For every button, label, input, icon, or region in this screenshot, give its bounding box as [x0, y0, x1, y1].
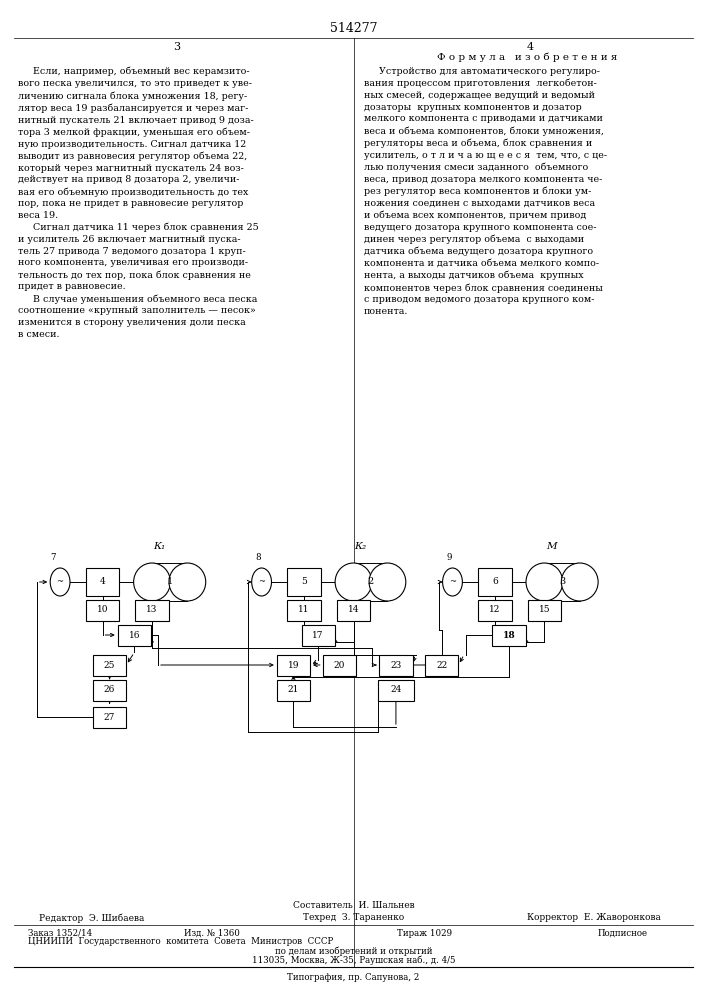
Text: 25: 25 [104, 660, 115, 670]
Bar [528, 599, 561, 620]
Text: 21: 21 [288, 686, 299, 694]
Bar [136, 599, 168, 620]
Text: по делам изобретений и открытий: по делам изобретений и открытий [275, 946, 432, 956]
Text: Редактор  Э. Шибаева: Редактор Э. Шибаева [39, 913, 145, 923]
Text: ЦНИИПИ  Государственного  комитета  Совета  Министров  СССР: ЦНИИПИ Государственного комитета Совета … [28, 938, 334, 946]
Text: 7: 7 [50, 553, 56, 562]
Bar [478, 568, 512, 596]
Text: Устройство для автоматического регулиро-
вания процессом приготовления  легкобет: Устройство для автоматического регулиро-… [364, 67, 607, 316]
Text: 27: 27 [104, 712, 115, 722]
Text: К₂: К₂ [354, 542, 367, 551]
Bar [93, 680, 127, 700]
Text: 3: 3 [559, 578, 565, 586]
Text: 6: 6 [492, 578, 498, 586]
Bar [378, 680, 414, 700]
Circle shape [443, 568, 462, 596]
Bar [287, 599, 320, 620]
Text: К₁: К₁ [153, 542, 165, 551]
Circle shape [50, 568, 70, 596]
Ellipse shape [526, 563, 563, 601]
Text: 4: 4 [527, 42, 534, 52]
Text: 23: 23 [390, 660, 402, 670]
Bar [322, 654, 356, 676]
Text: Изд. № 1360: Изд. № 1360 [184, 928, 240, 938]
Text: 14: 14 [348, 605, 359, 614]
Bar [86, 568, 119, 596]
Text: ~: ~ [57, 578, 64, 586]
Text: 10: 10 [97, 605, 108, 614]
Text: 113035, Москва, Ж-35, Раушская наб., д. 4/5: 113035, Москва, Ж-35, Раушская наб., д. … [252, 955, 455, 965]
Text: 3: 3 [173, 42, 180, 52]
Text: 24: 24 [390, 686, 402, 694]
Text: Заказ 1352/14: Заказ 1352/14 [28, 928, 93, 938]
Text: Техред  З. Тараненко: Техред З. Тараненко [303, 914, 404, 922]
Text: 20: 20 [334, 660, 345, 670]
Text: Корректор  Е. Жаворонкова: Корректор Е. Жаворонкова [527, 914, 661, 922]
Bar [380, 654, 413, 676]
Text: Тираж 1029: Тираж 1029 [397, 928, 452, 938]
Bar [426, 654, 459, 676]
Text: 13: 13 [146, 605, 158, 614]
Text: 9: 9 [446, 553, 452, 562]
Bar [478, 599, 512, 620]
Text: 18: 18 [503, 631, 515, 640]
Text: Типография, пр. Сапунова, 2: Типография, пр. Сапунова, 2 [287, 974, 420, 982]
Circle shape [252, 568, 271, 596]
Bar [337, 599, 370, 620]
Text: 15: 15 [539, 605, 550, 614]
Text: 5: 5 [301, 578, 307, 586]
Ellipse shape [134, 563, 170, 601]
Ellipse shape [369, 563, 406, 601]
Text: М: М [546, 542, 557, 551]
Bar [302, 624, 335, 646]
Ellipse shape [169, 563, 206, 601]
Text: Подписное: Подписное [597, 928, 647, 938]
Text: 2: 2 [368, 578, 373, 586]
Text: ~: ~ [258, 578, 265, 586]
Text: 8: 8 [255, 553, 261, 562]
Bar [276, 680, 310, 700]
Ellipse shape [561, 563, 598, 601]
Bar [93, 654, 127, 676]
Text: 17: 17 [312, 631, 324, 640]
Text: 12: 12 [489, 605, 501, 614]
Text: 26: 26 [104, 686, 115, 694]
Text: 19: 19 [288, 660, 299, 670]
Text: 16: 16 [129, 631, 140, 640]
Bar [276, 654, 310, 676]
Bar [117, 624, 151, 646]
Bar [492, 624, 526, 646]
Text: 11: 11 [298, 605, 310, 614]
Text: 22: 22 [436, 660, 448, 670]
Bar [287, 568, 320, 596]
Text: Если, например, объемный вес керамзито-
вого песка увеличился, то это приведет к: Если, например, объемный вес керамзито- … [18, 67, 259, 339]
Text: ~: ~ [449, 578, 456, 586]
Text: 514277: 514277 [329, 21, 378, 34]
Text: Ф о р м у л а   и з о б р е т е н и я: Ф о р м у л а и з о б р е т е н и я [436, 52, 617, 62]
Bar [86, 599, 119, 620]
Text: 4: 4 [100, 578, 105, 586]
Text: Составитель  И. Шальнев: Составитель И. Шальнев [293, 902, 414, 910]
Text: 1: 1 [167, 578, 173, 586]
Ellipse shape [335, 563, 372, 601]
Bar [93, 707, 127, 728]
